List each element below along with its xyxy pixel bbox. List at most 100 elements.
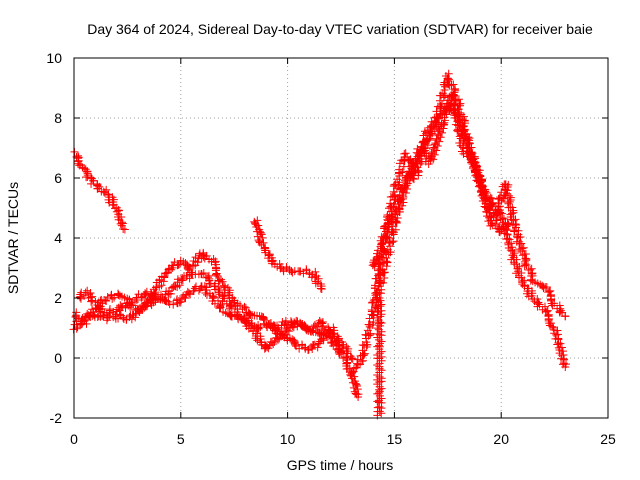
data-point [509, 216, 518, 225]
data-point [213, 272, 222, 281]
x-tick-label: 25 [600, 431, 616, 447]
data-point [217, 275, 226, 284]
data-point [401, 149, 410, 158]
data-point [503, 198, 512, 207]
data-point [362, 331, 371, 340]
data-point [313, 322, 322, 331]
x-axis-label: GPS time / hours [287, 457, 394, 473]
data-point [343, 349, 352, 358]
data-point [510, 249, 519, 258]
data-point [445, 81, 454, 90]
data-point [175, 298, 184, 307]
data-point [377, 374, 386, 383]
data-point [353, 385, 362, 394]
y-tick-label: 10 [46, 50, 62, 66]
data-point [236, 301, 245, 310]
data-point [188, 262, 197, 271]
data-point [520, 261, 529, 270]
y-tick-label: 6 [54, 170, 62, 186]
data-point [510, 226, 519, 235]
data-point [183, 271, 192, 280]
data-layer [69, 69, 571, 420]
data-point [427, 149, 436, 158]
x-tick-label: 5 [177, 431, 185, 447]
data-point [527, 291, 536, 300]
data-point [109, 200, 118, 209]
data-point [218, 277, 227, 286]
data-point [444, 69, 453, 78]
data-point [496, 193, 505, 202]
grid-layer [74, 58, 608, 418]
data-point [260, 316, 269, 325]
data-point [476, 176, 485, 185]
data-point [348, 378, 357, 387]
series-track-h [372, 91, 570, 321]
data-point [260, 244, 269, 253]
data-point [374, 335, 383, 344]
data-point [314, 339, 323, 348]
data-point [510, 260, 519, 269]
data-point [439, 120, 448, 129]
data-point [176, 297, 185, 306]
data-point [391, 225, 400, 234]
data-point [116, 219, 125, 228]
data-point [527, 275, 536, 284]
data-point [546, 319, 555, 328]
data-point [451, 113, 460, 122]
data-point [369, 258, 378, 267]
data-point [284, 327, 293, 336]
data-point [308, 345, 317, 354]
data-point [464, 140, 473, 149]
data-point [540, 302, 549, 311]
data-point [112, 207, 121, 216]
data-point [479, 189, 488, 198]
data-point [127, 315, 136, 324]
data-point [485, 204, 494, 213]
data-point [348, 368, 357, 377]
data-point [451, 101, 460, 110]
data-point [314, 274, 323, 283]
data-point [324, 332, 333, 341]
data-point [515, 262, 524, 271]
data-point [405, 167, 414, 176]
data-point [398, 167, 407, 176]
data-point [550, 329, 559, 338]
data-point [484, 217, 493, 226]
data-point [259, 315, 268, 324]
data-point [471, 159, 480, 168]
data-point [515, 273, 524, 282]
y-tick-label: 0 [54, 350, 62, 366]
data-point [332, 340, 341, 349]
y-tick-label: 8 [54, 110, 62, 126]
data-point [401, 189, 410, 198]
data-point [504, 180, 513, 189]
series-track-d [75, 282, 345, 356]
data-point [373, 351, 382, 360]
data-point [334, 336, 343, 345]
data-point [114, 206, 123, 215]
data-point [376, 312, 385, 321]
data-point [252, 222, 261, 231]
data-point [349, 364, 358, 373]
data-point [257, 230, 266, 239]
x-tick-label: 15 [387, 431, 403, 447]
data-point [102, 297, 111, 306]
data-point [554, 343, 563, 352]
data-point [561, 312, 570, 320]
data-point [438, 89, 447, 98]
data-point [367, 305, 376, 314]
data-point [375, 339, 384, 348]
data-point [353, 381, 362, 390]
data-point [364, 320, 373, 329]
data-point [317, 330, 326, 339]
data-point [491, 219, 500, 228]
data-point [348, 354, 357, 363]
data-point [398, 187, 407, 196]
data-point [432, 107, 441, 116]
data-point [542, 283, 551, 292]
data-point [391, 180, 400, 189]
data-point [459, 112, 468, 121]
data-point [199, 269, 208, 278]
data-point [552, 330, 561, 339]
